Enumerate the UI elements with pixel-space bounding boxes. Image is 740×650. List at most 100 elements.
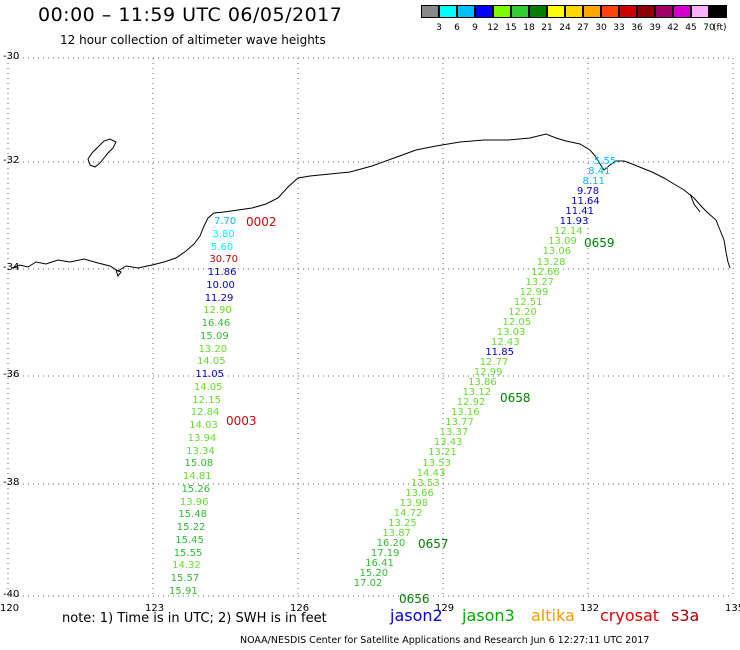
- wave-height-value: 12.77: [479, 357, 509, 368]
- wave-height-value: 11.29: [204, 292, 234, 304]
- longitude-label: 123: [145, 603, 165, 614]
- colorbar-tick-label: 33: [613, 23, 625, 33]
- satellite-legend-item: s3a: [671, 606, 700, 625]
- wave-height-value: 12.51: [513, 296, 543, 308]
- wave-height-value: 16.20: [376, 537, 406, 549]
- wave-height-value: 11.93: [559, 216, 589, 228]
- wave-height-value: 12.14: [553, 226, 583, 238]
- wave-height-value: 13.25: [388, 517, 417, 529]
- wave-height-value: 13.87: [382, 527, 411, 539]
- colorbar-tick-label: 9: [472, 23, 478, 33]
- colorbar-swatch: [457, 5, 475, 18]
- wave-height-value: 13.06: [542, 246, 572, 258]
- wave-height-value: 13.98: [399, 497, 429, 509]
- colorbar-swatch: [421, 5, 439, 18]
- wave-height-value: 11.85: [485, 346, 514, 358]
- graticule: [7, 57, 734, 597]
- wave-height-value: 14.32: [172, 560, 201, 572]
- wave-height-value: 30.70: [209, 254, 238, 266]
- map-title: 00:00 – 11:59 UTC 06/05/2017: [38, 4, 343, 26]
- footer-note: note: 1) Time is in UTC; 2) SWH is in fe…: [62, 611, 327, 626]
- wave-height-value: 11.05: [195, 369, 225, 380]
- pass-time-label: 0657: [418, 537, 449, 551]
- wave-height-value: 7.70: [214, 216, 237, 227]
- wave-height-value: 15.20: [359, 568, 389, 580]
- colorbar-unit: (ft): [713, 23, 727, 33]
- latitude-label: -40: [3, 589, 20, 600]
- wave-height-value: 13.37: [439, 427, 469, 439]
- wave-height-value: 13.16: [451, 407, 480, 419]
- colorbar-tick-label: 70: [703, 23, 715, 33]
- wave-height-value: 13.66: [405, 487, 434, 499]
- wave-height-value: 13.27: [525, 276, 554, 288]
- wave-height-value: 15.09: [200, 330, 229, 342]
- wave-height-value: 16.41: [365, 558, 394, 569]
- colorbar-swatch: [619, 5, 637, 18]
- wave-height-value: 14.05: [193, 381, 223, 393]
- wave-height-value: 8.41: [588, 166, 611, 178]
- satellite-legend-item: altika: [531, 606, 575, 625]
- wave-height-value: 13.43: [433, 437, 463, 449]
- colorbar-tick-label: 27: [577, 23, 589, 33]
- colorbar-tick-label: 36: [631, 23, 643, 33]
- wave-height-value: 15.57: [170, 573, 200, 584]
- colorbar-tick-label: 42: [667, 23, 679, 33]
- wave-height-value: 14.72: [393, 507, 423, 519]
- pass-time-label: 0658: [500, 391, 531, 405]
- colorbar-tick-label: 45: [685, 23, 697, 33]
- wave-height-value: 12.90: [203, 305, 232, 317]
- wave-height-value: 13.86: [468, 377, 497, 389]
- longitude-label: 129: [435, 603, 455, 614]
- wave-height-value: 12.99: [473, 367, 503, 379]
- wave-height-value: 12.05: [502, 316, 532, 328]
- wave-height-value: 13.12: [462, 387, 492, 399]
- wave-height-value: 13.96: [179, 496, 209, 508]
- wave-height-value: 13.94: [187, 432, 217, 444]
- colorbar-tick-label: 30: [595, 23, 607, 33]
- colorbar-tick-label: 18: [523, 23, 535, 33]
- wave-height-value: 13.77: [445, 417, 474, 429]
- wave-height-value: 12.20: [508, 306, 537, 318]
- wave-height-value: 11.86: [207, 267, 237, 278]
- colorbar-swatch: [547, 5, 565, 18]
- colorbar-swatch: [493, 5, 511, 18]
- wave-height-value: 10.00: [206, 279, 235, 291]
- longitude-label: 132: [580, 603, 600, 614]
- wave-height-value: 9.78: [576, 186, 600, 198]
- wave-height-value: 3.80: [212, 228, 235, 240]
- wave-height-value: 17.19: [370, 547, 400, 559]
- wave-height-value: 13.20: [198, 343, 228, 355]
- wave-height-value: 12.92: [456, 397, 486, 409]
- colorbar-swatch: [709, 5, 727, 18]
- colorbar-tick-label: 24: [559, 23, 571, 33]
- colorbar-tick-label: 21: [541, 23, 553, 33]
- colorbar-tick-label: 6: [454, 23, 460, 33]
- wave-height-value: 13.03: [496, 326, 526, 338]
- latitude-label: -36: [3, 369, 20, 380]
- footer-credit: NOAA/NESDIS Center for Satellite Applica…: [240, 635, 650, 646]
- colorbar-swatch: [637, 5, 655, 18]
- wave-height-value: 15.08: [184, 458, 214, 470]
- satellite-legend-item: jason3: [462, 606, 515, 625]
- colorbar-tick-label: 12: [487, 23, 499, 33]
- wave-height-value: 13.09: [548, 236, 577, 248]
- colorbar-tick-label: 15: [505, 23, 517, 33]
- wave-height-value: 12.43: [491, 336, 520, 348]
- wave-height-value: 15.26: [181, 483, 211, 495]
- wave-height-value: 12.84: [190, 407, 220, 419]
- wave-height-value: 15.91: [169, 585, 198, 597]
- longitude-label: 120: [0, 603, 20, 614]
- latitude-label: -32: [3, 155, 20, 166]
- wave-height-value: 14.43: [416, 467, 446, 479]
- wave-height-value: 14.03: [189, 420, 218, 431]
- wave-height-value: 5.60: [210, 241, 234, 253]
- colorbar-tick-label: 39: [649, 23, 661, 33]
- latitude-label: -30: [3, 51, 20, 62]
- colorbar-swatch: [583, 5, 601, 18]
- colorbar-swatch: [655, 5, 673, 18]
- longitude-label: 126: [290, 603, 310, 614]
- colorbar-swatch: [691, 5, 709, 18]
- wave-height-value: 12.15: [192, 394, 221, 406]
- satellite-legend-item: cryosat: [600, 606, 660, 625]
